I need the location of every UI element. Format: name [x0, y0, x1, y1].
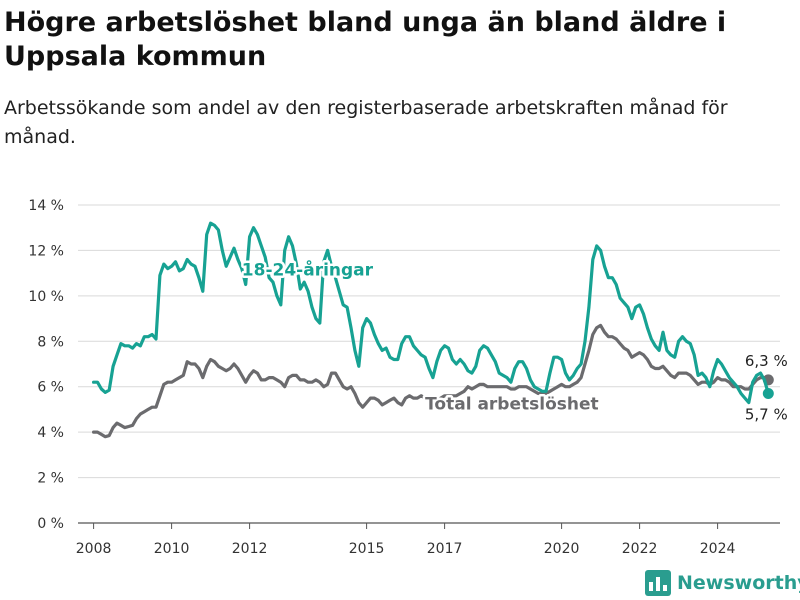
- chart-subtitle: Arbetssökande som andel av den registerb…: [4, 97, 728, 148]
- series-line-0: [92, 221, 770, 405]
- series-end-point-0: [762, 388, 774, 400]
- y-tick-label: 4 %: [37, 425, 64, 441]
- series-line-1: [92, 323, 770, 439]
- y-tick-label: 0 %: [37, 516, 64, 532]
- x-tick-label: 2022: [622, 541, 658, 557]
- chart-title: Högre arbetslöshet bland unga än bland ä…: [4, 7, 727, 72]
- y-tick-label: 8 %: [37, 334, 64, 350]
- series-label-youth: 18-24-åringar: [242, 258, 374, 280]
- brand-logo: Newsworthy: [645, 568, 800, 598]
- brand-name: Newsworthy: [677, 572, 800, 594]
- series-lines: [92, 221, 774, 439]
- y-axis-ticks: 0 % 2 % 4 % 6 % 8 % 10 % 12 % 14 %: [28, 198, 64, 532]
- x-tick-label: 2020: [544, 541, 580, 557]
- y-tick-label: 14 %: [28, 198, 64, 214]
- x-tick-label: 2015: [349, 541, 385, 557]
- series-labels: 18-24-åringar Total arbetslöshet 6,3 % 5,7 …: [239, 256, 788, 424]
- grid-lines: [78, 204, 780, 524]
- series-label-total: Total arbetslöshet: [425, 394, 599, 414]
- x-tick-label: 2017: [427, 541, 463, 557]
- y-tick-label: 6 %: [37, 380, 64, 396]
- x-tick-label: 2010: [154, 541, 190, 557]
- x-axis: 2008 2010 2012 2015 2017 2020 2022 2024: [76, 523, 736, 557]
- x-tick-label: 2012: [232, 541, 268, 557]
- bar-chart-icon: [645, 570, 671, 596]
- y-tick-label: 12 %: [28, 243, 64, 259]
- y-tick-label: 2 %: [37, 471, 64, 487]
- x-tick-label: 2008: [76, 541, 112, 557]
- end-value-total: 6,3 %: [745, 352, 788, 370]
- x-tick-label: 2024: [700, 541, 736, 557]
- end-value-youth: 5,7 %: [745, 406, 788, 424]
- y-tick-label: 10 %: [28, 289, 64, 305]
